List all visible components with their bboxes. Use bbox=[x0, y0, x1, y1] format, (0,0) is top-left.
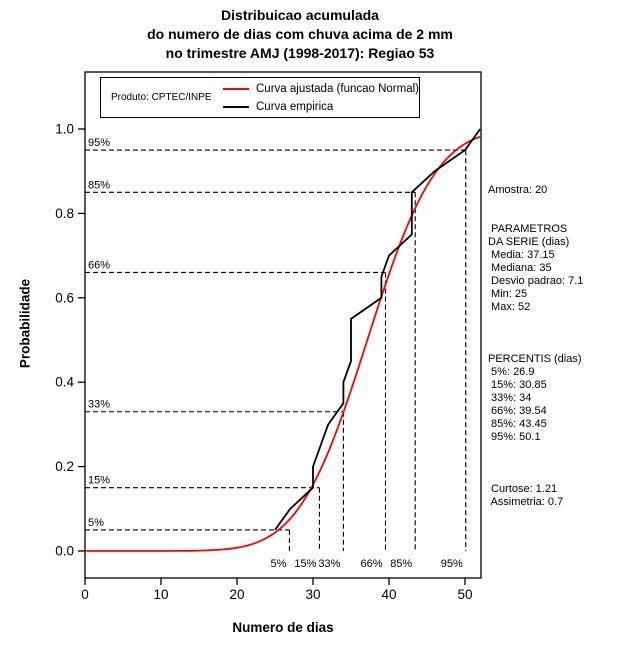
stats-line bbox=[488, 444, 583, 457]
stats-line: Mediana: 35 bbox=[488, 262, 552, 274]
percentile-bottom-label: 15% bbox=[294, 558, 316, 570]
percentile-left-label: 15% bbox=[88, 475, 110, 487]
stats-line: Curtose: 1.21 bbox=[488, 483, 558, 495]
x-tick-label: 10 bbox=[153, 587, 168, 602]
legend-entry-empirical: Curva empirica bbox=[223, 100, 419, 114]
stats-line: Media: 37.15 bbox=[488, 249, 555, 261]
legend: Produto: CPTEC/INPE Curva ajustada (func… bbox=[100, 77, 420, 118]
percentile-bottom-label: 95% bbox=[441, 558, 463, 570]
stats-line bbox=[488, 457, 583, 470]
y-axis-title: Probabilidade bbox=[17, 278, 33, 369]
y-tick-label: 1.0 bbox=[55, 122, 74, 137]
empirical-line-swatch bbox=[223, 105, 249, 108]
percentile-left-label: 66% bbox=[88, 259, 110, 271]
x-tick-label: 30 bbox=[305, 587, 320, 602]
y-tick-label: 0.4 bbox=[55, 375, 74, 390]
y-tick-label: 0.2 bbox=[55, 459, 74, 474]
chart-title-line2: do numero de dias com chuva acima de 2 m… bbox=[147, 26, 453, 42]
stats-line bbox=[488, 340, 583, 353]
chart-title-line3: no trimestre AMJ (1998-2017): Regiao 53 bbox=[165, 45, 435, 61]
empirical-curve bbox=[274, 128, 481, 531]
stats-line bbox=[488, 470, 583, 483]
percentile-bottom-label: 5% bbox=[271, 558, 287, 570]
x-axis-title: Numero de dias bbox=[232, 620, 334, 635]
y-tick-label: 0.8 bbox=[55, 206, 74, 221]
fitted-curve bbox=[85, 135, 481, 552]
percentile-left-label: 5% bbox=[88, 517, 104, 529]
stats-line bbox=[488, 210, 583, 223]
percentile-bottom-label: 85% bbox=[390, 558, 412, 570]
x-tick-label: 0 bbox=[81, 587, 89, 602]
chart-title: Distribuicao acumulada do numero de dias… bbox=[20, 6, 580, 63]
x-tick-label: 50 bbox=[457, 587, 472, 602]
product-label: Produto: CPTEC/INPE bbox=[111, 92, 212, 103]
x-tick-label: 40 bbox=[381, 587, 396, 602]
legend-label-fitted: Curva ajustada (funcao Normal) bbox=[256, 82, 419, 95]
stats-line: Max: 52 bbox=[488, 301, 531, 313]
stats-line: DA SERIE (dias) bbox=[488, 236, 570, 248]
percentile-left-label: 85% bbox=[88, 179, 110, 191]
fitted-line-swatch bbox=[223, 87, 249, 90]
percentile-bottom-label: 66% bbox=[360, 558, 382, 570]
stats-line: Assimetria: 0.7 bbox=[488, 496, 564, 508]
x-tick-label: 20 bbox=[229, 587, 244, 602]
stats-line bbox=[488, 314, 583, 327]
y-tick-label: 0.6 bbox=[55, 290, 74, 305]
stats-line: 33%: 34 bbox=[488, 392, 532, 404]
stats-line: Amostra: 20 bbox=[488, 184, 548, 196]
chart-title-line1: Distribuicao acumulada bbox=[221, 7, 379, 23]
stats-line: 15%: 30.85 bbox=[488, 379, 547, 391]
legend-entries: Curva ajustada (funcao Normal) Curva emp… bbox=[223, 82, 419, 114]
stats-line bbox=[488, 327, 583, 340]
legend-entry-fitted: Curva ajustada (funcao Normal) bbox=[223, 82, 419, 96]
percentile-bottom-label: 33% bbox=[318, 558, 340, 570]
y-tick-label: 0.0 bbox=[55, 544, 74, 559]
percentile-left-label: 95% bbox=[88, 137, 110, 149]
stats-line: PARAMETROS bbox=[488, 223, 568, 235]
stats-line: 95%: 50.1 bbox=[488, 431, 541, 443]
stats-line: 66%: 39.54 bbox=[488, 405, 547, 417]
stats-line bbox=[488, 197, 583, 210]
stats-line: Min: 25 bbox=[488, 288, 528, 300]
percentile-left-label: 33% bbox=[88, 399, 110, 411]
legend-label-empirical: Curva empirica bbox=[256, 100, 334, 113]
stats-line: 5%: 26.9 bbox=[488, 366, 535, 378]
stats-line: 85%: 43.45 bbox=[488, 418, 547, 430]
plot-border bbox=[84, 71, 482, 579]
stats-line: PERCENTIS (dias) bbox=[488, 353, 582, 365]
stats-panel: Amostra: 20 PARAMETROS DA SERIE (dias) Me… bbox=[488, 184, 583, 509]
stats-line: Desvio padrao: 7.1 bbox=[488, 275, 584, 287]
